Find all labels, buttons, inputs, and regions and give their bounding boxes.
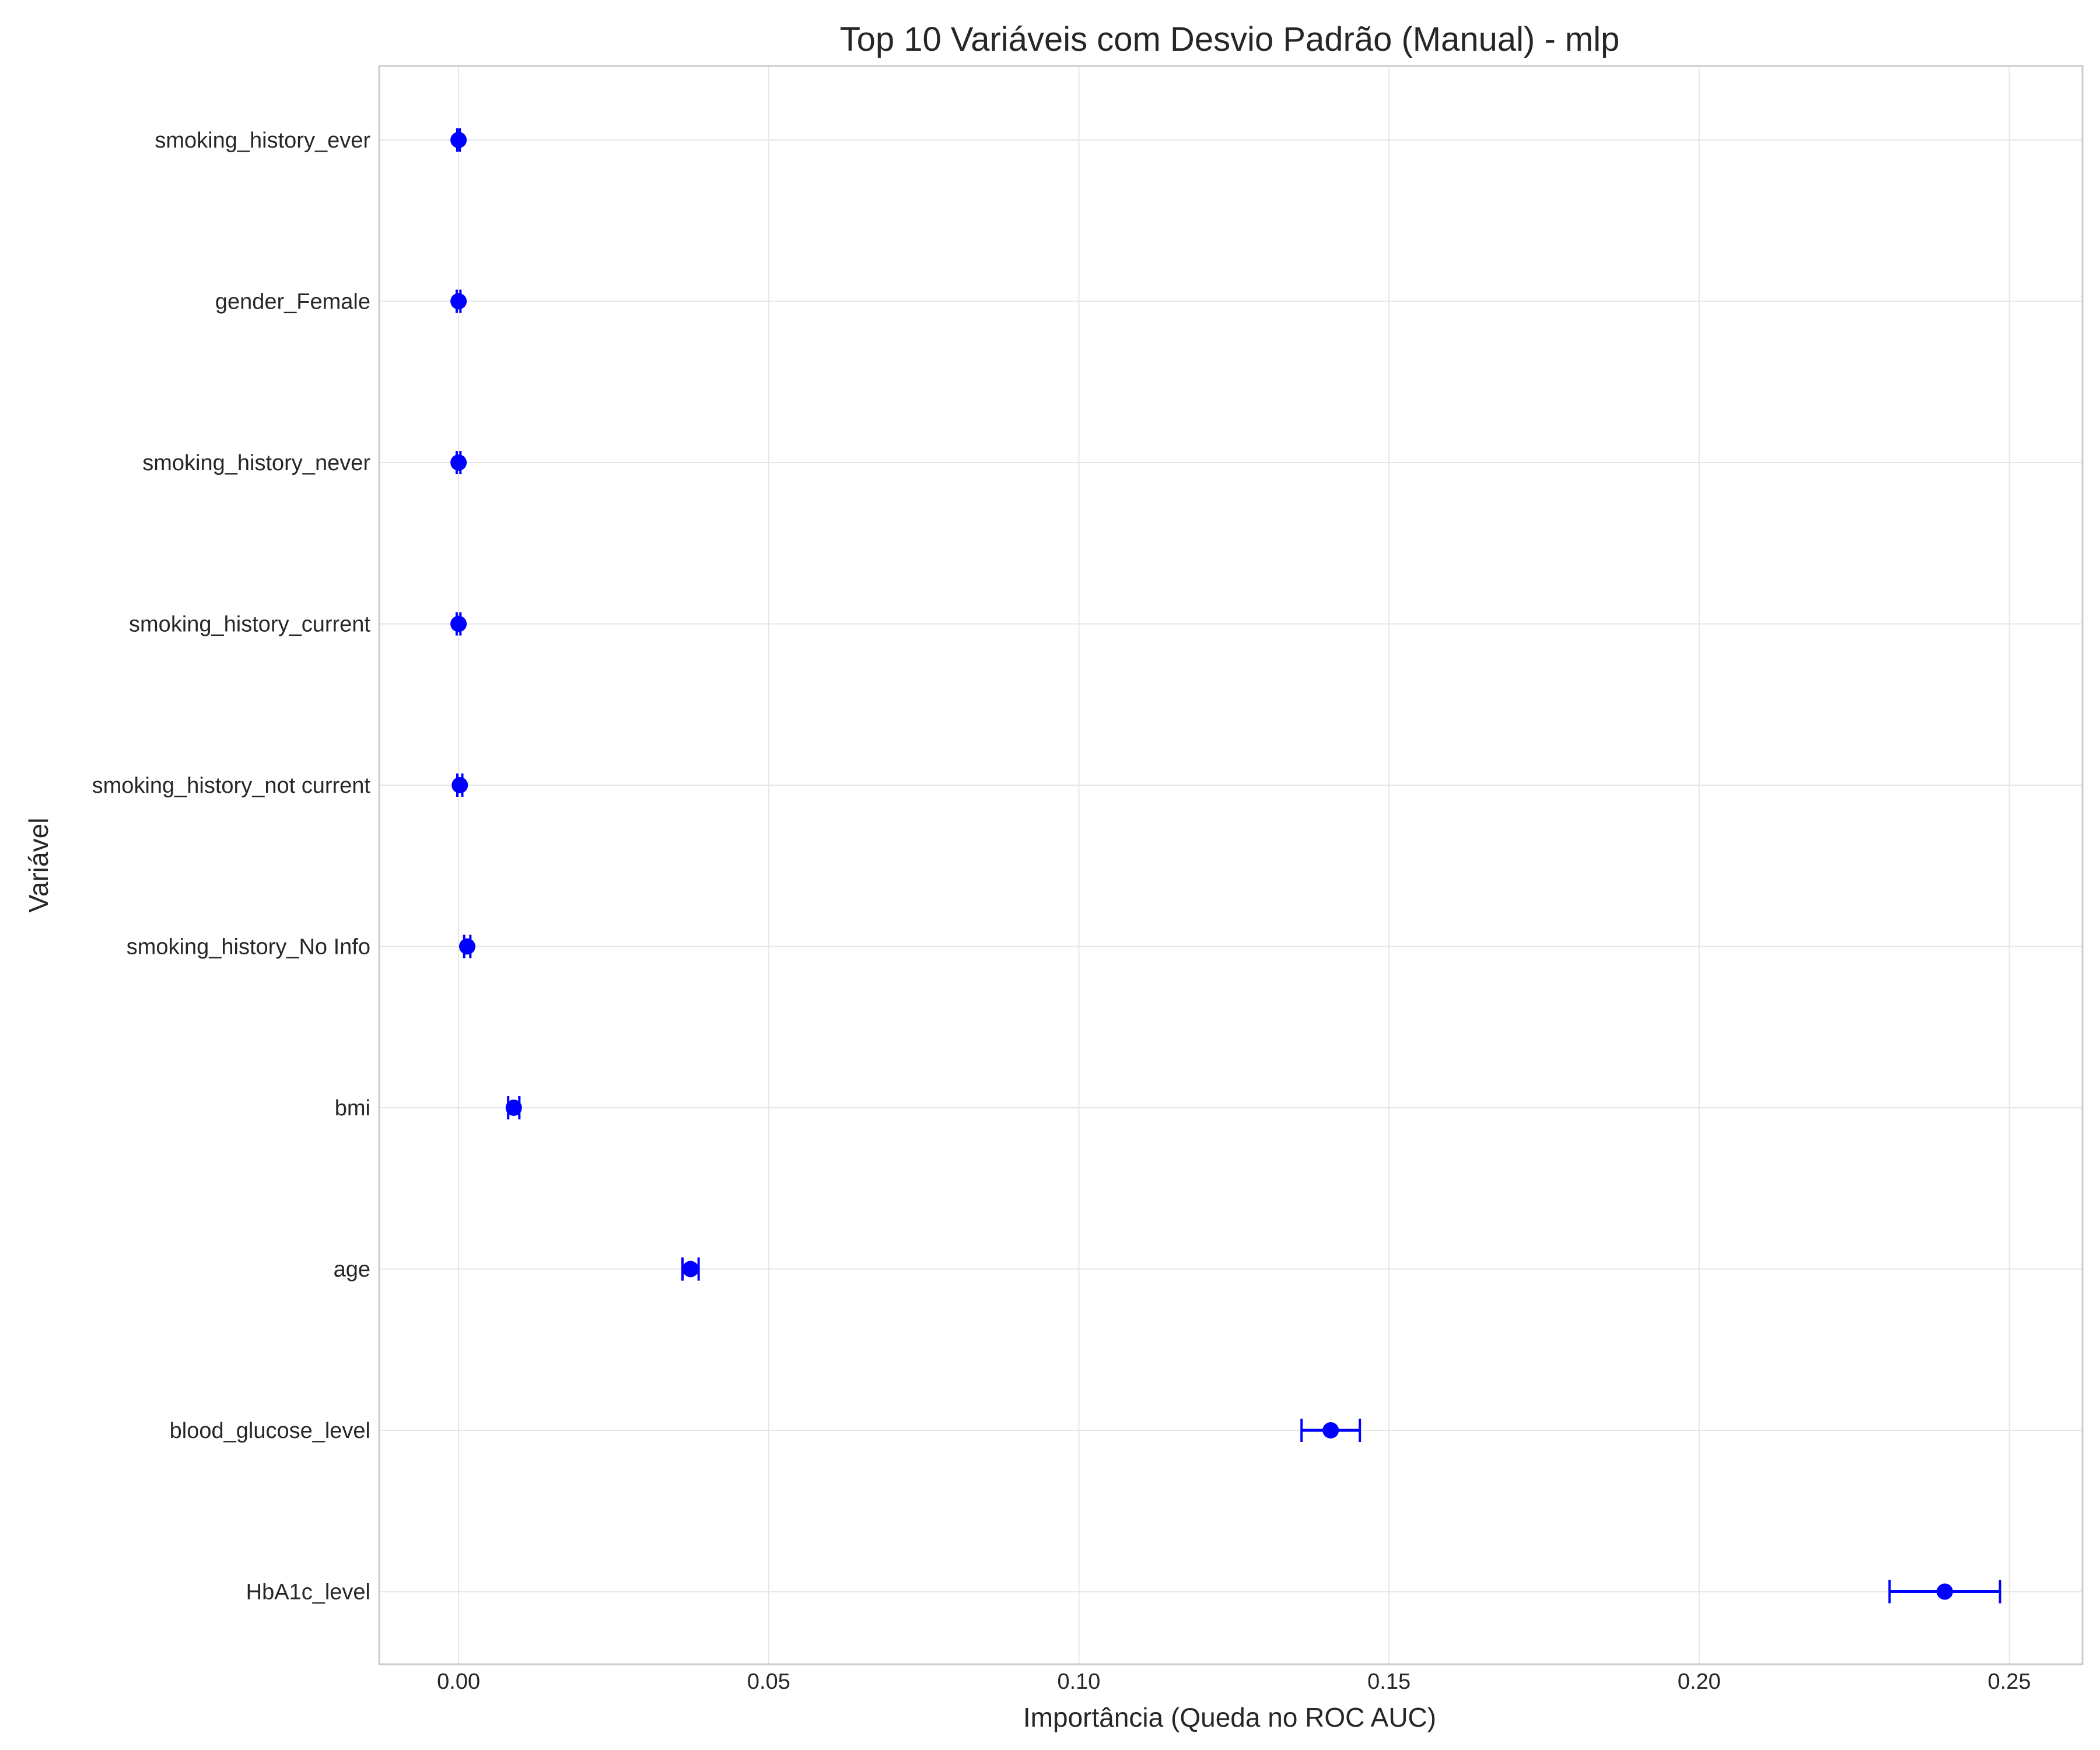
data-point [1936,1583,1953,1600]
data-point [452,777,468,793]
y-tick-label: age [334,1258,370,1282]
data-point [450,615,467,632]
data-point [682,1261,699,1278]
y-tick-label: smoking_history_ever [155,128,370,153]
x-tick-label: 0.05 [747,1670,790,1694]
data-point [505,1100,522,1116]
y-tick-label: blood_glucose_level [170,1419,370,1443]
data-point [450,293,467,310]
y-tick-label: smoking_history_not current [92,774,371,798]
data-point [450,454,467,471]
data-point [450,132,467,148]
y-tick-label: HbA1c_level [246,1580,370,1605]
labels-layer: 0.00 0.05 0.10 0.15 0.20 0.25 smoking_history_… [92,128,2031,1694]
y-tick-label: gender_Female [215,290,370,314]
y-tick-label: smoking_history_never [142,451,370,475]
chart-title: Top 10 Variáveis com Desvio Padrão (Manu… [840,20,1620,58]
x-tick-label: 0.15 [1367,1670,1410,1694]
x-tick-label: 0.10 [1057,1670,1100,1694]
grid-layer [379,66,2082,1664]
x-tick-label: 0.20 [1678,1670,1721,1694]
data-point [459,938,475,955]
y-tick-label: bmi [335,1096,370,1121]
y-tick-label: smoking_history_current [129,612,370,637]
y-tick-label: smoking_history_No Info [127,935,370,960]
x-tick-label: 0.00 [437,1670,480,1694]
plot-frame [378,65,2084,1665]
marks-layer [450,128,2001,1604]
x-tick-label: 0.25 [1988,1670,2031,1694]
x-axis-label: Importância (Queda no ROC AUC) [1023,1702,1436,1732]
y-axis-label: Variável [23,818,54,913]
data-point [1322,1422,1339,1438]
